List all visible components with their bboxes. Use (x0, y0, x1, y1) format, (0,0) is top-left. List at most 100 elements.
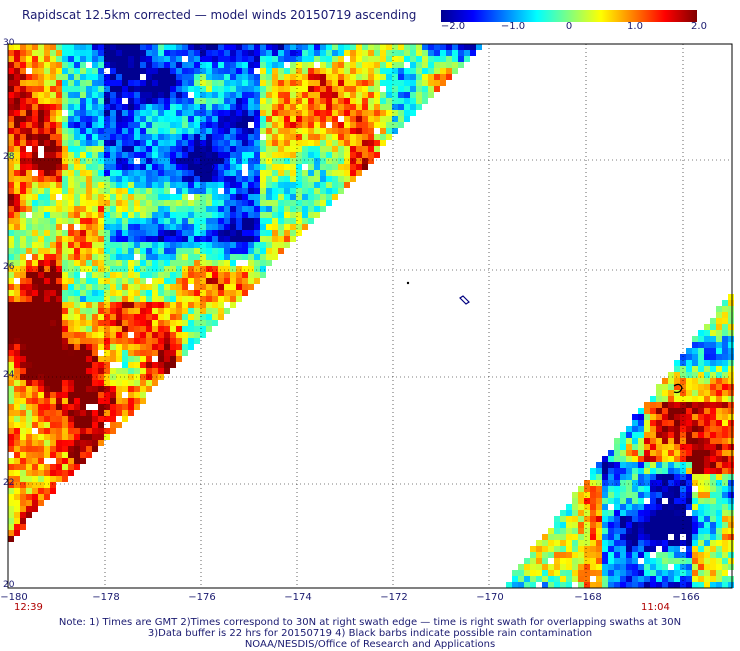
wind-cell (686, 426, 692, 432)
wind-cell (284, 212, 290, 218)
wind-cell (122, 170, 128, 176)
wind-cell (374, 86, 380, 92)
wind-cell (332, 44, 338, 50)
wind-cell (302, 212, 308, 218)
wind-cell (602, 576, 608, 582)
wind-cell (272, 206, 278, 212)
wind-cell (50, 104, 56, 110)
wind-cell (98, 434, 104, 440)
wind-cell (686, 570, 692, 576)
wind-cell (566, 522, 572, 528)
wind-cell (164, 302, 170, 308)
wind-cell (710, 582, 716, 588)
wind-cell (98, 170, 104, 176)
wind-cell (692, 378, 698, 384)
wind-cell (164, 272, 170, 278)
wind-cell (272, 134, 278, 140)
wind-cell (44, 416, 50, 422)
wind-cell (26, 296, 32, 302)
wind-cell (644, 426, 650, 432)
wind-cell (80, 194, 86, 200)
wind-cell (38, 338, 44, 344)
wind-cell (272, 176, 278, 182)
wind-cell (44, 314, 50, 320)
wind-cell (578, 486, 584, 492)
wind-cell (62, 158, 68, 164)
wind-cell (674, 444, 680, 450)
wind-cell (8, 260, 14, 266)
wind-cell (728, 570, 734, 576)
wind-cell (692, 534, 698, 540)
wind-cell (14, 314, 20, 320)
wind-cell (380, 116, 386, 122)
wind-cell (128, 242, 134, 248)
wind-cell (716, 558, 722, 564)
wind-cell (50, 278, 56, 284)
wind-cell (380, 110, 386, 116)
wind-cell (404, 68, 410, 74)
wind-cell (152, 206, 158, 212)
wind-cell (602, 528, 608, 534)
wind-cell (26, 134, 32, 140)
wind-cell (92, 134, 98, 140)
wind-cell (434, 86, 440, 92)
wind-cell (542, 552, 548, 558)
wind-cell (386, 116, 392, 122)
wind-cell (686, 528, 692, 534)
wind-cell (134, 146, 140, 152)
wind-cell (86, 188, 92, 194)
wind-cell (62, 230, 68, 236)
wind-cell (608, 462, 614, 468)
wind-cell (638, 582, 644, 588)
wind-cell (644, 552, 650, 558)
wind-cell (92, 62, 98, 68)
wind-cell (248, 206, 254, 212)
wind-cell (128, 98, 134, 104)
wind-cell (704, 576, 710, 582)
wind-cell (38, 476, 44, 482)
wind-cell (284, 206, 290, 212)
wind-cell (206, 146, 212, 152)
wind-cell (140, 212, 146, 218)
wind-cell (560, 564, 566, 570)
wind-cell (68, 248, 74, 254)
wind-cell (110, 44, 116, 50)
wind-cell (122, 104, 128, 110)
wind-cell (104, 170, 110, 176)
contour-mark (203, 162, 215, 173)
wind-cell (644, 504, 650, 510)
wind-cell (50, 152, 56, 158)
wind-cell (20, 446, 26, 452)
wind-cell (338, 122, 344, 128)
wind-cell (44, 254, 50, 260)
wind-cell (110, 98, 116, 104)
wind-cell (92, 236, 98, 242)
wind-cell (212, 278, 218, 284)
wind-cell (272, 164, 278, 170)
wind-cell (188, 242, 194, 248)
wind-cell (74, 236, 80, 242)
wind-cell (350, 140, 356, 146)
wind-cell (26, 86, 32, 92)
wind-cell (530, 564, 536, 570)
wind-cell (344, 104, 350, 110)
wind-cell (698, 348, 704, 354)
wind-cell (44, 146, 50, 152)
wind-cell (326, 86, 332, 92)
wind-cell (68, 68, 74, 74)
wind-cell (278, 158, 284, 164)
wind-cell (260, 236, 266, 242)
wind-cell (434, 68, 440, 74)
wind-cell (320, 74, 326, 80)
wind-cell (212, 152, 218, 158)
wind-cell (116, 182, 122, 188)
wind-cell (50, 254, 56, 260)
colorbar (441, 10, 697, 22)
wind-cell (554, 558, 560, 564)
wind-cell (164, 50, 170, 56)
wind-cell (8, 326, 14, 332)
wind-cell (20, 374, 26, 380)
wind-cell (662, 576, 668, 582)
wind-cell (56, 98, 62, 104)
wind-cell (188, 134, 194, 140)
